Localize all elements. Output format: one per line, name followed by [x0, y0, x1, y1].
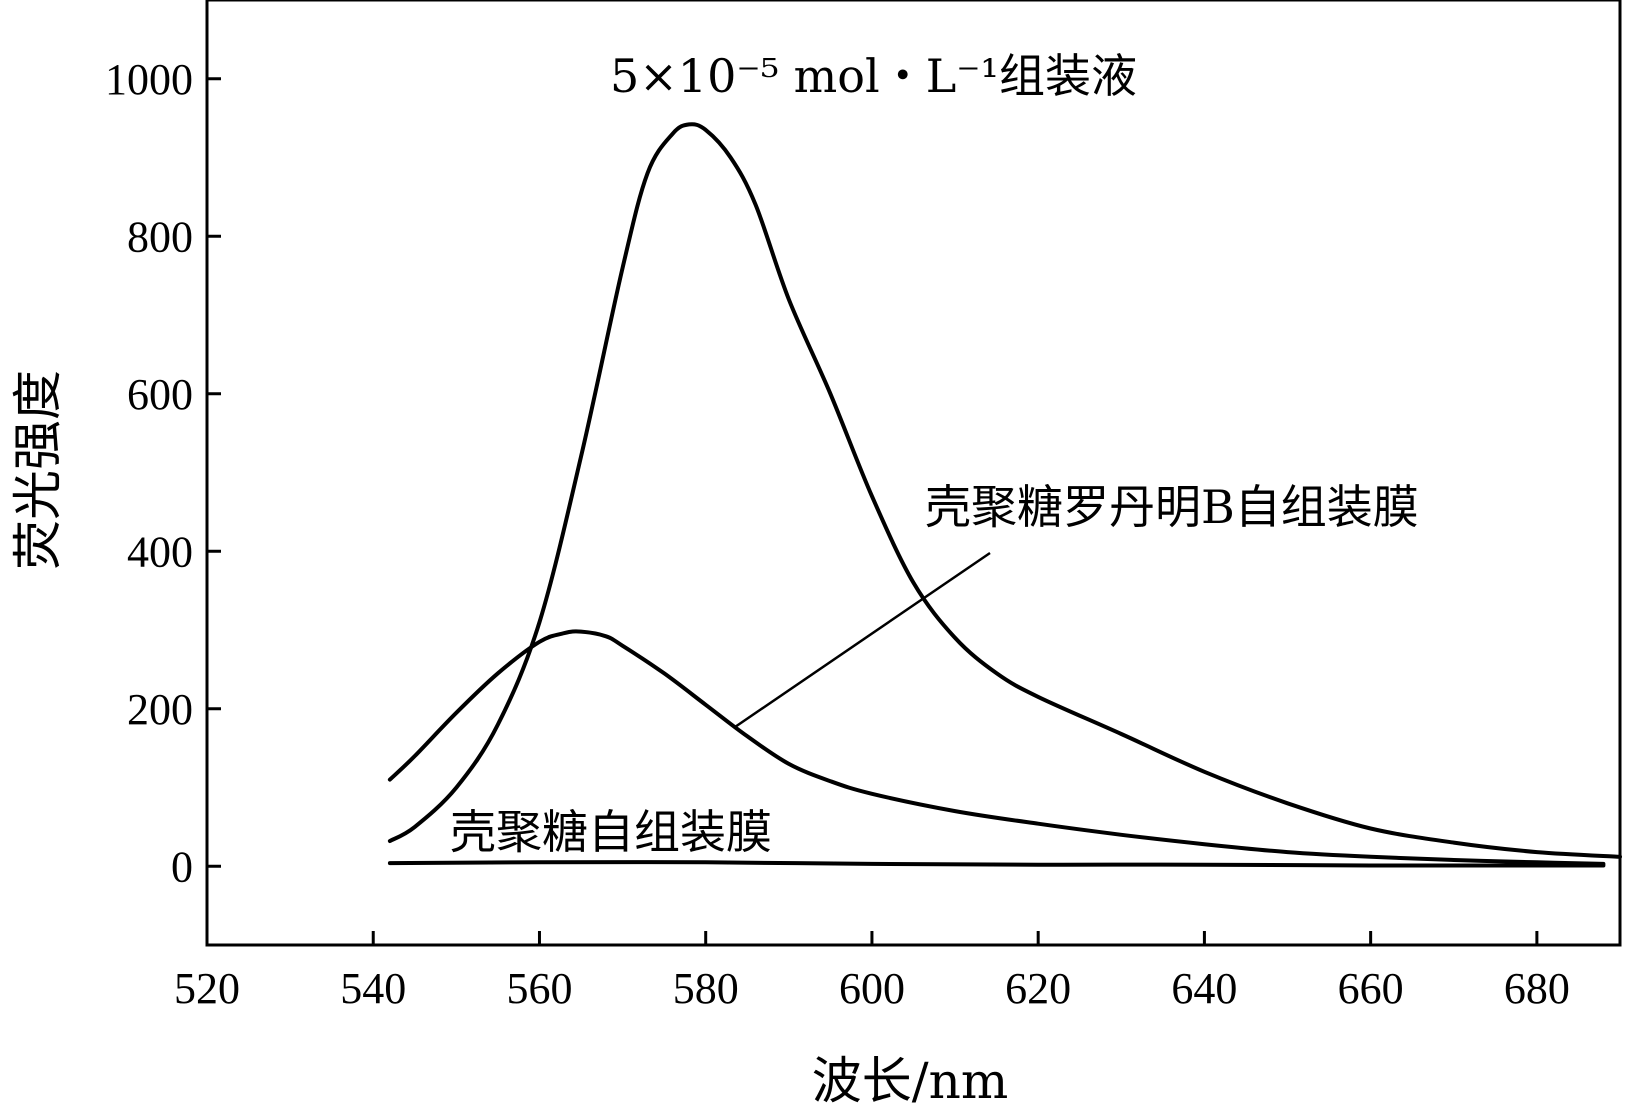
x-tick-label: 560 [506, 964, 572, 1013]
y-tick-label: 400 [127, 527, 193, 576]
leader-line [734, 551, 991, 729]
series-layer [387, 122, 1622, 868]
x-tick-label: 660 [1338, 964, 1404, 1013]
series-line-chitosan-film [387, 860, 1606, 868]
y-tick-label: 600 [127, 370, 193, 419]
y-tick-label: 800 [127, 212, 193, 261]
x-tick-label: 600 [839, 964, 905, 1013]
series-line-assembly-solution [387, 122, 1622, 859]
x-tick-label: 540 [340, 964, 406, 1013]
annotation-rhodamine-film: 壳聚糖罗丹明B自组装膜 [925, 480, 1419, 534]
x-tick-label: 680 [1504, 964, 1570, 1013]
x-tick-label: 640 [1171, 964, 1237, 1013]
ticks-layer: 520 540 560 580 600 620 640 660 680 0 200 400 600 800… [105, 55, 1570, 1013]
x-axis-label: 波长/nm [812, 1052, 1008, 1110]
y-tick-label: 200 [127, 685, 193, 734]
x-tick-label: 520 [174, 964, 240, 1013]
annotation-chitosan-film: 壳聚糖自组装膜 [450, 805, 772, 859]
y-axis-label: 荧光强度 [9, 370, 67, 570]
y-tick-label: 1000 [105, 55, 193, 104]
annotation-solution: 5×10⁻⁵ mol・L⁻¹组装液 [610, 49, 1137, 103]
series-line-rhodamine-film [387, 629, 1606, 866]
plot-frame [205, 0, 1622, 947]
x-tick-label: 620 [1005, 964, 1071, 1013]
y-tick-label: 0 [171, 842, 193, 891]
x-tick-label: 580 [673, 964, 739, 1013]
